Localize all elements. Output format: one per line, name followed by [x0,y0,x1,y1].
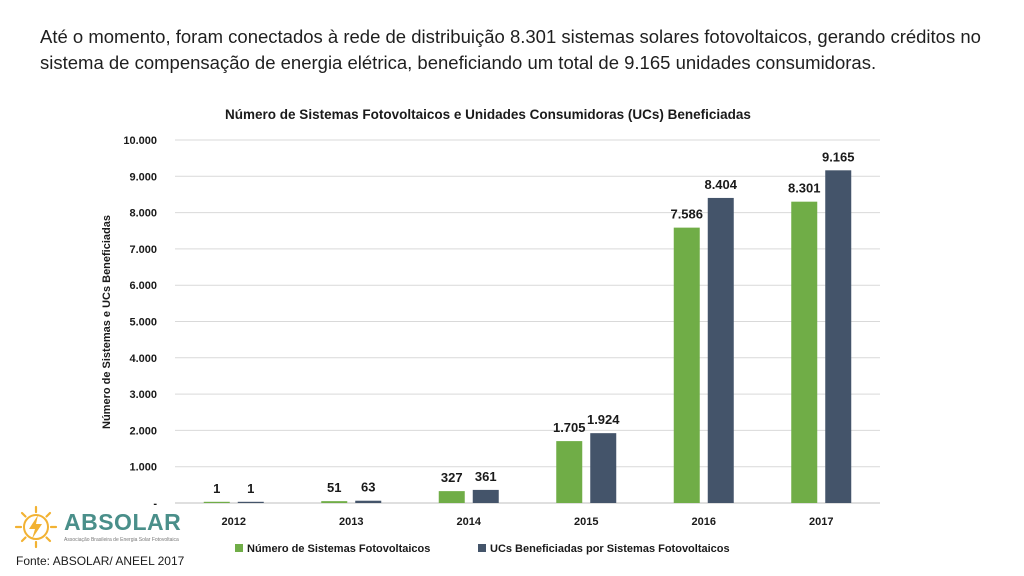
bar [590,433,617,503]
y-tick-label: 4.000 [129,353,157,365]
bar [556,441,583,503]
data-label: 1 [213,481,220,496]
bar [203,501,230,503]
x-tick-label: 2012 [222,516,246,528]
x-tick-label: 2013 [339,516,363,528]
legend-swatch [478,544,486,552]
data-label: 63 [361,480,375,495]
logo-subtitle: Associação Brasileira de Energia Solar F… [64,537,179,543]
intro-line-2: sistema de compensação de energia elétri… [40,52,877,73]
lightning-sun-icon [14,505,58,549]
legend-label: UCs Beneficiadas por Sistemas Fotovoltai… [490,543,730,555]
y-tick-label: 2.000 [129,425,157,437]
data-label: 7.586 [670,207,703,222]
y-tick-label: 1.000 [129,462,157,474]
legend-swatch [235,544,243,552]
data-label: 327 [441,470,463,485]
bar [673,227,700,503]
bar [237,501,264,503]
chart-title: Número de Sistemas Fotovoltaicos e Unida… [225,107,751,122]
bar [355,500,382,503]
bar [791,201,818,503]
legend-label: Número de Sistemas Fotovoltaicos [247,543,430,555]
y-tick-label: 6.000 [129,280,157,292]
y-tick-label: 5.000 [129,317,157,329]
bar [321,501,348,503]
logo-name: ABSOLAR [64,509,182,535]
absolar-logo: ABSOLAR Associação Brasileira de Energia… [14,505,184,549]
y-axis-label: Número de Sistemas e UCs Beneficiadas [101,215,113,429]
bar [438,491,465,503]
data-label: 1.924 [587,412,620,427]
y-tick-label: 8.000 [129,208,157,220]
y-tick-label: - [153,498,157,510]
data-label: 361 [475,469,497,484]
data-label: 1.705 [553,420,586,435]
x-tick-label: 2015 [574,516,598,528]
data-label: 51 [327,480,341,495]
y-tick-label: 3.000 [129,389,157,401]
y-tick-label: 7.000 [129,244,157,256]
x-tick-label: 2014 [457,516,482,528]
data-label: 1 [247,481,254,496]
bar [472,489,499,503]
data-label: 9.165 [822,149,855,164]
x-tick-label: 2017 [809,516,833,528]
bar [825,170,852,504]
y-tick-label: 9.000 [129,171,157,183]
data-label: 8.301 [788,181,821,196]
intro-line-1: Até o momento, foram conectados à rede d… [40,26,981,47]
source-note: Fonte: ABSOLAR/ ANEEL 2017 [16,554,185,568]
intro-text: Até o momento, foram conectados à rede d… [40,24,1000,76]
y-tick-label: 10.000 [123,135,157,147]
x-tick-label: 2016 [692,516,716,528]
bar [707,197,734,503]
data-label: 8.404 [704,177,737,192]
